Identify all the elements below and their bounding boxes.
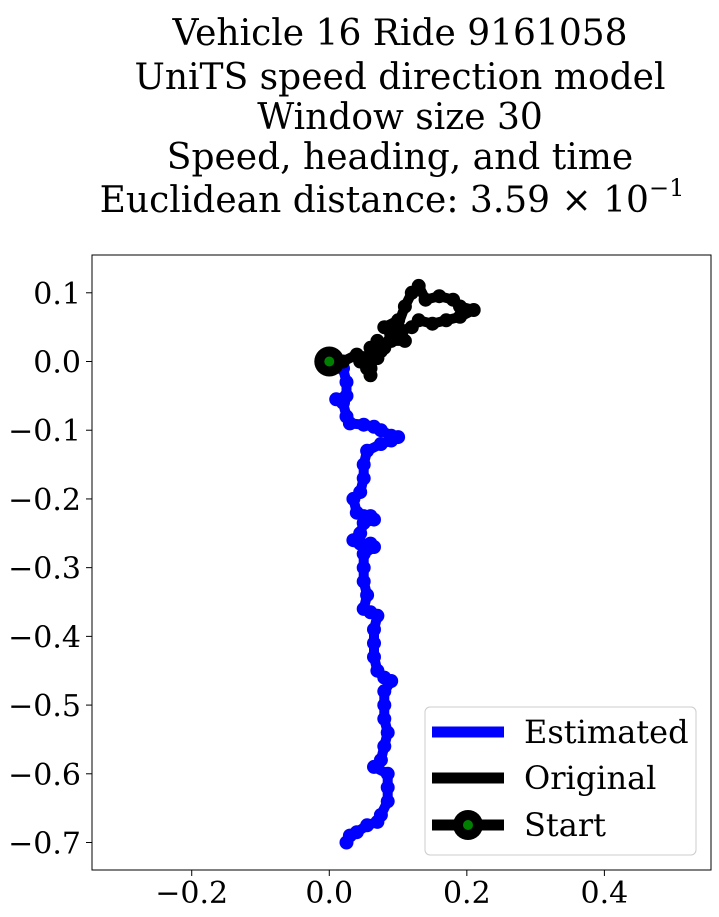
- data-point: [384, 674, 399, 688]
- data-point: [377, 320, 392, 335]
- title-line: Window size 30: [257, 97, 543, 138]
- title-superscript: −1: [649, 174, 684, 202]
- data-point: [380, 766, 395, 781]
- legend-label: Start: [524, 806, 606, 844]
- data-point: [356, 457, 371, 472]
- y-tick-label: 0.1: [33, 277, 81, 312]
- data-point: [342, 416, 357, 431]
- y-axis-ticks: 0.1 0.0 −0.1 −0.2 −0.3 −0.4 −0.5 −0.6 −0.7: [8, 277, 92, 862]
- legend-item-original: Original: [432, 759, 656, 797]
- data-point: [356, 560, 371, 575]
- series-estimated: [322, 354, 406, 850]
- legend-label: Estimated: [524, 713, 689, 751]
- data-point: [377, 739, 392, 754]
- data-point: [373, 423, 388, 438]
- start-marker-inner: [324, 356, 335, 367]
- data-point: [380, 725, 395, 740]
- legend-label: Original: [524, 759, 656, 797]
- data-point: [397, 333, 412, 348]
- legend-box: [424, 706, 697, 856]
- data-point: [353, 354, 368, 369]
- data-point: [360, 443, 375, 458]
- data-point: [377, 711, 392, 726]
- data-point: [377, 684, 392, 699]
- series-original: [322, 278, 481, 383]
- data-point: [418, 292, 433, 307]
- data-point: [466, 303, 481, 317]
- data-point: [370, 608, 385, 623]
- data-point: [425, 316, 440, 331]
- y-tick-label: −0.2: [8, 483, 81, 518]
- data-point: [432, 289, 447, 304]
- data-point: [384, 333, 399, 348]
- data-point: [339, 375, 354, 390]
- y-tick-label: −0.7: [8, 827, 81, 862]
- title-line: UniTS speed direction model: [135, 57, 666, 98]
- y-tick-label: −0.4: [8, 620, 81, 655]
- data-point: [360, 588, 375, 603]
- data-point: [356, 574, 371, 589]
- data-point: [367, 650, 381, 664]
- title-line: Euclidean distance: 3.59 × 10−1: [100, 174, 685, 222]
- data-point: [453, 299, 467, 314]
- data-point: [380, 780, 395, 795]
- data-point: [380, 794, 395, 809]
- y-tick-label: −0.5: [8, 689, 81, 724]
- y-tick-label: −0.1: [8, 414, 81, 449]
- data-point: [360, 818, 375, 833]
- legend-start-inner: [463, 820, 473, 830]
- data-point: [439, 313, 454, 328]
- legend-item-start: Start: [432, 806, 606, 844]
- data-point: [397, 299, 412, 314]
- x-tick-label: 0.0: [305, 876, 353, 911]
- x-tick-label: −0.2: [155, 876, 228, 911]
- title-line: Vehicle 16 Ride 9161058: [171, 13, 627, 54]
- data-point: [411, 278, 426, 293]
- data-point: [367, 540, 381, 554]
- x-axis-ticks: −0.2 0.0 0.2 0.4: [155, 870, 628, 911]
- data-point: [346, 491, 361, 506]
- data-point: [356, 546, 371, 561]
- data-point: [377, 698, 392, 713]
- y-tick-label: −0.6: [8, 758, 81, 793]
- data-point: [356, 471, 371, 486]
- data-point: [367, 759, 381, 774]
- data-point: [336, 395, 350, 410]
- y-tick-label: −0.3: [8, 552, 81, 587]
- x-tick-label: 0.2: [443, 876, 491, 911]
- data-point: [453, 309, 467, 324]
- data-point: [339, 835, 354, 850]
- legend-item-estimated: Estimated: [432, 713, 689, 751]
- start-marker: [314, 346, 345, 377]
- y-tick-label: 0.0: [33, 346, 81, 381]
- title-line: Speed, heading, and time: [167, 137, 633, 178]
- plot-data: [314, 278, 481, 850]
- x-tick-label: 0.4: [581, 876, 629, 911]
- data-point: [367, 636, 381, 651]
- legend: Estimated Original Start: [424, 706, 697, 856]
- axes-frame: [91, 254, 712, 871]
- data-point: [373, 437, 388, 451]
- data-point: [367, 622, 381, 637]
